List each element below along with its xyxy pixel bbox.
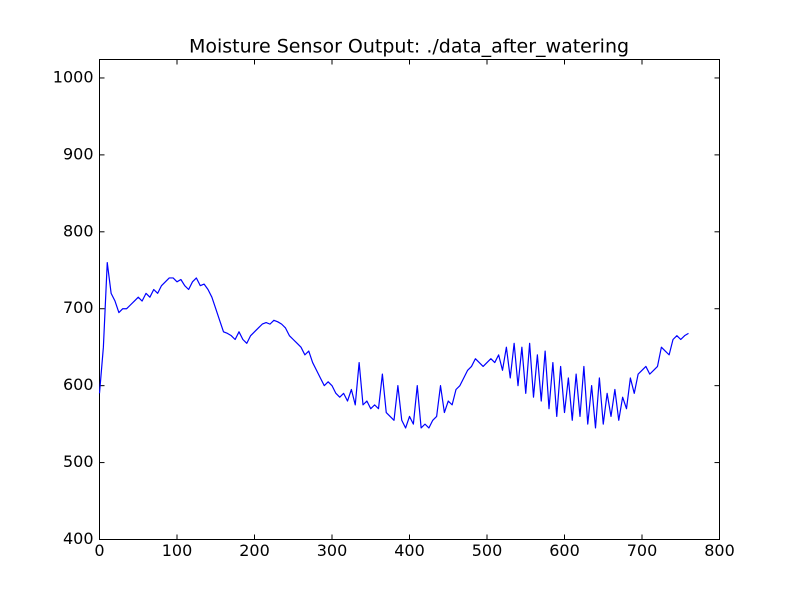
y-tick-label: 500 <box>63 452 94 471</box>
x-tick-label: 0 <box>94 541 104 560</box>
x-tick-label: 200 <box>239 541 270 560</box>
x-tick-label: 600 <box>549 541 580 560</box>
y-tick-label: 600 <box>63 375 94 394</box>
x-tick-label: 400 <box>394 541 425 560</box>
y-tick-label: 900 <box>63 144 94 163</box>
y-tick-label: 800 <box>63 221 94 240</box>
x-tick-label: 300 <box>317 541 348 560</box>
y-tick-label: 1000 <box>53 67 94 86</box>
y-tick-label: 400 <box>63 529 94 548</box>
y-tick-label: 700 <box>63 298 94 317</box>
x-tick-label: 500 <box>472 541 503 560</box>
x-tick-label: 800 <box>704 541 735 560</box>
x-tick-label: 100 <box>162 541 193 560</box>
x-tick-label: 700 <box>627 541 658 560</box>
data-line <box>98 261 689 429</box>
chart-title: Moisture Sensor Output: ./data_after_wat… <box>189 36 629 58</box>
